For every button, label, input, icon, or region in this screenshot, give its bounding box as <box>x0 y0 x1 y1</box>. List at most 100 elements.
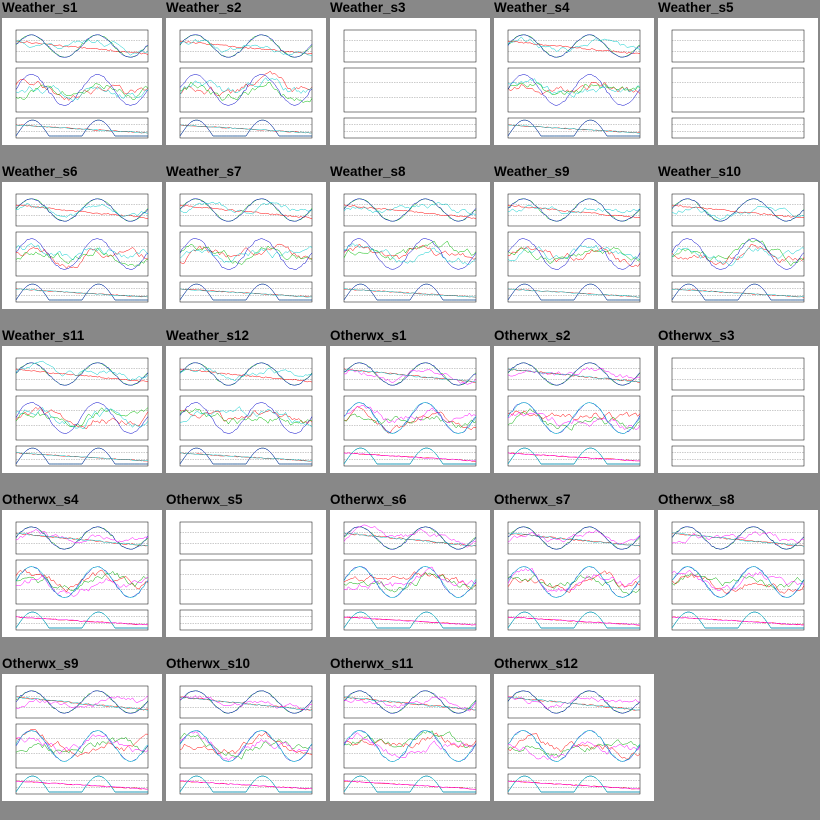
series-line <box>15 283 148 301</box>
series-line <box>343 452 477 462</box>
series-line <box>15 124 149 134</box>
series-line <box>507 526 641 550</box>
panel-thumbnail[interactable] <box>166 674 326 801</box>
sub-plot <box>15 723 149 769</box>
series-line <box>179 362 313 386</box>
sub-plot <box>507 395 641 441</box>
panel-thumbnail[interactable] <box>494 674 654 801</box>
panel-thumbnail[interactable] <box>330 674 490 801</box>
series-line <box>507 611 640 629</box>
panel-thumbnail[interactable] <box>2 674 162 801</box>
series-line <box>15 734 149 755</box>
series-line <box>507 733 641 760</box>
series-line <box>179 690 313 714</box>
panel-thumbnail[interactable] <box>2 182 162 309</box>
sub-plot <box>15 231 149 277</box>
sub-plot <box>671 67 805 113</box>
series-line <box>179 731 313 755</box>
panel-thumbnail[interactable] <box>658 510 818 637</box>
sub-plot <box>671 521 805 555</box>
series-line <box>15 526 149 550</box>
series-line <box>15 74 149 106</box>
series-line <box>179 362 313 386</box>
panel-cell: Weather_s9 <box>492 164 656 328</box>
panel-thumbnail[interactable] <box>166 182 326 309</box>
series-line <box>179 198 313 222</box>
series-line <box>507 34 641 58</box>
panel-thumbnail[interactable] <box>2 346 162 473</box>
sub-plot <box>343 281 477 303</box>
series-line <box>179 119 312 137</box>
series-line <box>507 533 641 547</box>
panel-cell: Otherwx_s7 <box>492 492 656 656</box>
series-line <box>179 238 313 270</box>
sub-plot <box>343 29 477 63</box>
series-line <box>507 198 641 222</box>
series-line <box>507 775 640 793</box>
panel-thumbnail[interactable] <box>166 18 326 145</box>
panel-thumbnail[interactable] <box>658 182 818 309</box>
panel-cell: Otherwx_s2 <box>492 328 656 492</box>
panel-title: Otherwx_s1 <box>330 328 407 343</box>
series-line <box>671 243 805 265</box>
panel-thumbnail[interactable] <box>658 346 818 473</box>
series-line <box>671 198 805 222</box>
panel-thumbnail[interactable] <box>330 346 490 473</box>
series-line <box>507 741 641 760</box>
panel-thumbnail[interactable] <box>494 182 654 309</box>
series-line <box>507 447 640 465</box>
series-line <box>179 246 313 263</box>
panel-thumbnail[interactable] <box>494 510 654 637</box>
series-line <box>179 406 313 428</box>
sub-plot <box>507 445 641 467</box>
sub-plot <box>343 395 477 441</box>
series-line <box>343 566 476 591</box>
panel-cell: Otherwx_s1 <box>328 328 492 492</box>
panel-thumbnail[interactable] <box>494 346 654 473</box>
series-line <box>15 730 149 762</box>
series-line <box>671 238 805 270</box>
panel-cell: Weather_s7 <box>164 164 328 328</box>
panel-thumbnail[interactable] <box>2 510 162 637</box>
sub-plot <box>179 521 313 555</box>
series-line <box>179 695 313 711</box>
series-line <box>507 574 641 595</box>
panel-thumbnail[interactable] <box>2 18 162 145</box>
series-line <box>15 243 149 261</box>
panel-thumbnail[interactable] <box>330 182 490 309</box>
series-line <box>507 362 641 386</box>
panel-title: Weather_s9 <box>494 164 570 179</box>
series-line <box>507 283 640 301</box>
series-line <box>507 775 640 793</box>
series-line <box>343 775 476 793</box>
series-line <box>179 775 312 793</box>
series-line <box>507 408 641 431</box>
panel-thumbnail[interactable] <box>330 18 490 145</box>
series-line <box>15 368 149 383</box>
series-line <box>15 204 148 219</box>
panel-cell: Otherwx_s3 <box>656 328 820 492</box>
series-line <box>343 730 477 748</box>
series-line <box>15 690 149 714</box>
series-line <box>15 575 149 597</box>
sub-plot <box>15 281 149 303</box>
series-line <box>15 247 149 267</box>
series-line <box>179 447 312 465</box>
sub-plot <box>179 723 313 769</box>
series-line <box>179 731 313 761</box>
panel-thumbnail[interactable] <box>330 510 490 637</box>
series-line <box>507 244 641 262</box>
panel-thumbnail[interactable] <box>166 346 326 473</box>
series-line <box>179 40 313 55</box>
panel-cell: Weather_s6 <box>0 164 164 328</box>
sub-plot <box>343 67 477 113</box>
series-line <box>15 533 149 547</box>
series-line <box>15 34 149 58</box>
series-line <box>343 775 476 793</box>
series-line <box>15 407 149 428</box>
panel-thumbnail[interactable] <box>494 18 654 145</box>
panel-thumbnail[interactable] <box>658 18 818 145</box>
series-line <box>671 566 805 598</box>
panel-thumbnail[interactable] <box>166 510 326 637</box>
series-line <box>343 288 477 298</box>
